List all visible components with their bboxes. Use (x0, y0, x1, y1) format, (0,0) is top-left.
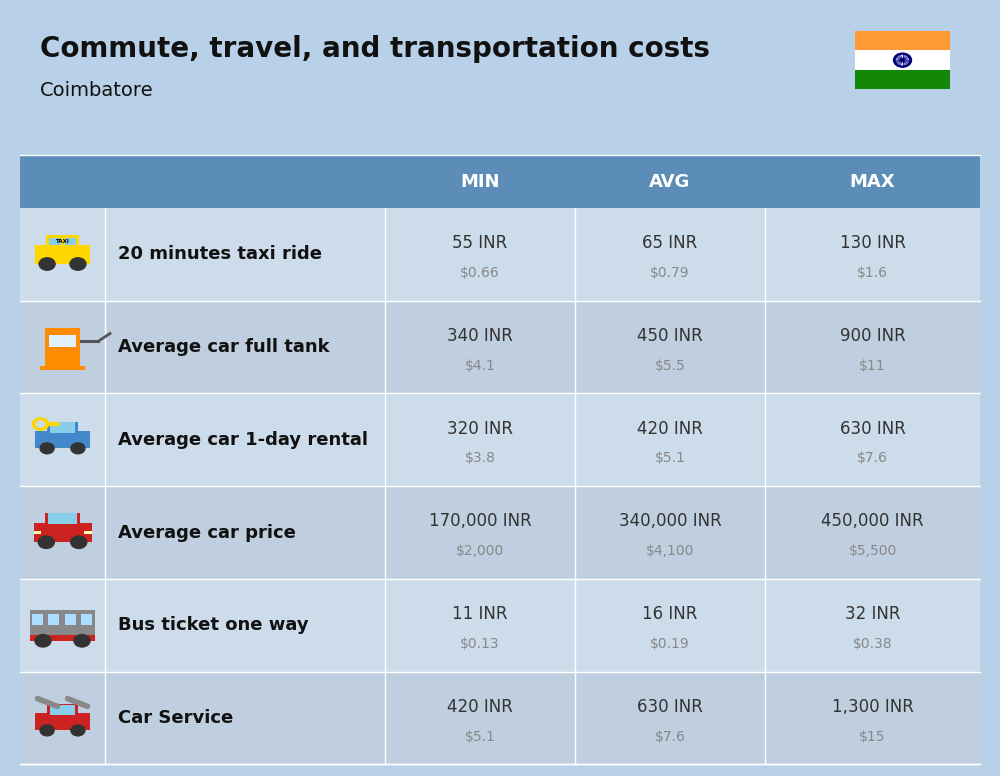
Text: MAX: MAX (850, 172, 895, 191)
Circle shape (896, 56, 908, 64)
Circle shape (74, 635, 90, 647)
Text: 450,000 INR: 450,000 INR (821, 512, 924, 531)
FancyBboxPatch shape (32, 615, 43, 625)
Text: $7.6: $7.6 (857, 452, 888, 466)
Text: 170,000 INR: 170,000 INR (429, 512, 531, 531)
Text: 340 INR: 340 INR (447, 327, 513, 345)
Text: $5,500: $5,500 (848, 544, 897, 558)
FancyBboxPatch shape (30, 610, 95, 641)
Text: $1.6: $1.6 (857, 266, 888, 280)
Text: $7.6: $7.6 (655, 729, 685, 743)
FancyBboxPatch shape (35, 713, 90, 730)
Text: Commute, travel, and transportation costs: Commute, travel, and transportation cost… (40, 35, 710, 63)
Text: 20 minutes taxi ride: 20 minutes taxi ride (118, 245, 322, 263)
Text: Car Service: Car Service (118, 709, 233, 727)
Text: $0.66: $0.66 (460, 266, 500, 280)
Text: Coimbatore: Coimbatore (40, 81, 154, 100)
Text: 420 INR: 420 INR (637, 420, 703, 438)
Text: 630 INR: 630 INR (637, 698, 703, 716)
Text: Average car full tank: Average car full tank (118, 338, 330, 356)
Text: 900 INR: 900 INR (840, 327, 905, 345)
FancyBboxPatch shape (47, 421, 78, 434)
FancyBboxPatch shape (65, 615, 76, 625)
Circle shape (38, 536, 54, 549)
Text: 130 INR: 130 INR (840, 234, 906, 252)
Text: 340,000 INR: 340,000 INR (619, 512, 721, 531)
Text: 420 INR: 420 INR (447, 698, 513, 716)
Circle shape (71, 725, 85, 736)
FancyBboxPatch shape (45, 513, 80, 525)
Text: $0.38: $0.38 (853, 637, 892, 651)
FancyBboxPatch shape (20, 486, 980, 579)
Text: 32 INR: 32 INR (845, 605, 900, 623)
FancyBboxPatch shape (20, 579, 980, 672)
FancyBboxPatch shape (50, 705, 75, 715)
FancyBboxPatch shape (81, 615, 92, 625)
Circle shape (32, 418, 48, 431)
FancyBboxPatch shape (49, 335, 76, 347)
FancyBboxPatch shape (34, 523, 92, 542)
Text: 11 INR: 11 INR (452, 605, 508, 623)
FancyBboxPatch shape (855, 70, 950, 89)
Text: 320 INR: 320 INR (447, 420, 513, 438)
FancyBboxPatch shape (20, 301, 980, 393)
FancyBboxPatch shape (45, 327, 80, 366)
Circle shape (894, 53, 912, 68)
Circle shape (40, 725, 54, 736)
Text: 16 INR: 16 INR (642, 605, 698, 623)
Text: $4,100: $4,100 (646, 544, 694, 558)
Text: $5.5: $5.5 (655, 359, 685, 372)
FancyBboxPatch shape (20, 393, 980, 486)
FancyBboxPatch shape (30, 635, 95, 641)
FancyBboxPatch shape (84, 531, 92, 535)
Text: $5.1: $5.1 (465, 729, 495, 743)
Text: 450 INR: 450 INR (637, 327, 703, 345)
Text: $11: $11 (859, 359, 886, 372)
Text: $3.8: $3.8 (465, 452, 495, 466)
Text: $4.1: $4.1 (465, 359, 495, 372)
FancyBboxPatch shape (80, 340, 100, 343)
Text: $0.19: $0.19 (650, 637, 690, 651)
Circle shape (40, 443, 54, 454)
Text: 1,300 INR: 1,300 INR (832, 698, 913, 716)
Text: 65 INR: 65 INR (642, 234, 698, 252)
FancyBboxPatch shape (40, 365, 85, 370)
Circle shape (39, 258, 55, 270)
Text: 55 INR: 55 INR (452, 234, 508, 252)
FancyBboxPatch shape (35, 244, 90, 264)
Text: $0.13: $0.13 (460, 637, 500, 651)
Text: $0.79: $0.79 (650, 266, 690, 280)
Circle shape (900, 58, 904, 62)
FancyBboxPatch shape (855, 31, 950, 50)
Text: 630 INR: 630 INR (840, 420, 905, 438)
Circle shape (70, 258, 86, 270)
Text: AVG: AVG (649, 172, 691, 191)
FancyBboxPatch shape (48, 514, 77, 525)
FancyBboxPatch shape (48, 615, 59, 625)
Text: $5.1: $5.1 (655, 452, 685, 466)
FancyBboxPatch shape (20, 155, 980, 208)
FancyBboxPatch shape (34, 531, 40, 535)
Circle shape (71, 443, 85, 454)
Text: TAXI: TAXI (56, 239, 69, 244)
Text: Average car price: Average car price (118, 524, 296, 542)
Text: Bus ticket one way: Bus ticket one way (118, 616, 309, 634)
FancyBboxPatch shape (46, 234, 79, 246)
Text: Average car 1-day rental: Average car 1-day rental (118, 431, 368, 449)
Circle shape (71, 536, 87, 549)
FancyBboxPatch shape (50, 422, 75, 433)
Circle shape (35, 635, 51, 647)
Circle shape (36, 421, 44, 428)
FancyBboxPatch shape (47, 704, 78, 715)
FancyBboxPatch shape (20, 208, 980, 301)
FancyBboxPatch shape (64, 237, 76, 244)
FancyBboxPatch shape (49, 237, 61, 244)
Text: MIN: MIN (460, 172, 500, 191)
FancyBboxPatch shape (855, 50, 950, 70)
FancyBboxPatch shape (20, 672, 980, 764)
Text: $15: $15 (859, 729, 886, 743)
FancyBboxPatch shape (35, 431, 90, 449)
Text: $2,000: $2,000 (456, 544, 504, 558)
